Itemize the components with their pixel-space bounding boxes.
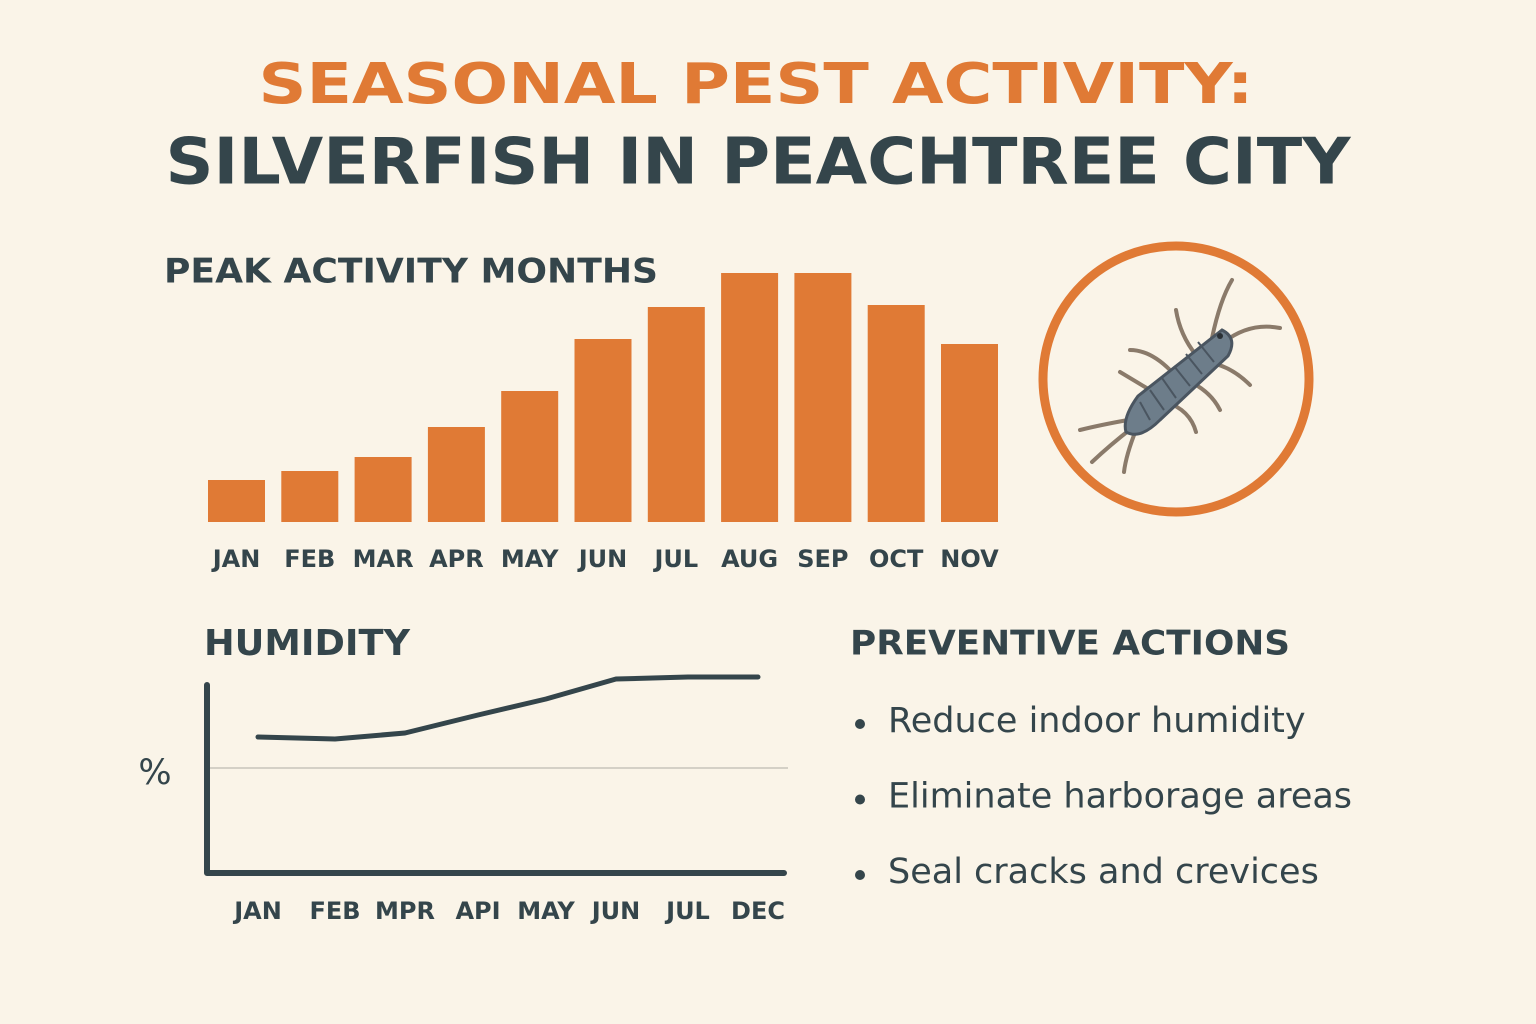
x-tick-label: OCT	[869, 545, 924, 573]
x-tick-label: JUN	[577, 545, 628, 573]
action-item: Seal cracks and crevices	[888, 852, 1319, 892]
bar	[354, 457, 412, 522]
x-tick-label: API	[455, 897, 500, 925]
x-tick-label: JUL	[652, 545, 698, 573]
bullet	[855, 719, 865, 729]
silverfish-icon	[1038, 241, 1314, 517]
action-item: Eliminate harborage areas	[888, 777, 1352, 817]
bar	[281, 471, 339, 522]
y-axis-label: %	[138, 753, 171, 793]
x-tick-label: MAR	[353, 545, 414, 573]
x-tick-label: DEC	[731, 897, 785, 925]
x-tick-label: NOV	[940, 545, 999, 573]
x-tick-label: AUG	[721, 545, 778, 573]
x-tick-label: MAY	[501, 545, 559, 573]
bar-chart-title: PEAK ACTIVITY MONTHS	[164, 252, 658, 292]
title-line1: SEASONAL PEST ACTIVITY:	[259, 52, 1254, 117]
x-tick-label: JUL	[664, 897, 710, 925]
x-tick-label: JUN	[590, 897, 641, 925]
action-item: Reduce indoor humidity	[888, 701, 1306, 741]
bar	[794, 273, 852, 522]
x-tick-label: FEB	[284, 545, 335, 573]
x-tick-label: JAN	[232, 897, 282, 925]
line-axes	[204, 682, 788, 876]
bar	[647, 307, 705, 522]
bar	[501, 391, 559, 522]
bullet	[855, 870, 865, 880]
x-tick-label: JAN	[211, 545, 261, 573]
title-line2: SILVERFISH IN PEACHTREE CITY	[166, 126, 1352, 200]
x-tick-label: APR	[429, 545, 484, 573]
bar	[721, 273, 779, 522]
bar	[208, 480, 265, 522]
actions-title: PREVENTIVE ACTIONS	[850, 624, 1290, 664]
x-tick-label: MPR	[375, 897, 435, 925]
bar	[941, 344, 998, 522]
x-tick-label: FEB	[309, 897, 360, 925]
bar	[427, 427, 485, 522]
x-tick-label: SEP	[797, 545, 848, 573]
bar	[867, 305, 925, 522]
humidity-line	[255, 674, 761, 742]
line-chart-title: HUMIDITY	[204, 623, 411, 664]
x-tick-label: MAY	[517, 897, 575, 925]
bullet	[855, 794, 865, 805]
axis	[204, 682, 787, 876]
bar	[574, 339, 632, 522]
